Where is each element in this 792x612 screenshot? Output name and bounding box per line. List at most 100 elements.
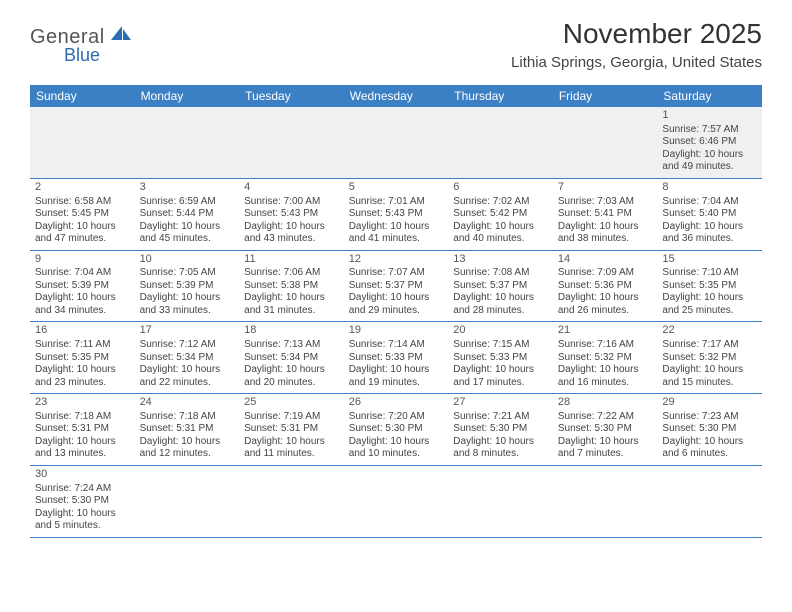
sunrise-text: Sunrise: 7:02 AM xyxy=(453,196,548,209)
day-number: 19 xyxy=(349,324,444,338)
day-cell: 7Sunrise: 7:03 AMSunset: 5:41 PMDaylight… xyxy=(553,179,658,250)
daylight-text: and 41 minutes. xyxy=(349,233,444,246)
daylight-text: and 11 minutes. xyxy=(244,448,339,461)
daylight-text: Daylight: 10 hours xyxy=(662,149,757,162)
sunset-text: Sunset: 5:33 PM xyxy=(349,352,444,365)
sunrise-text: Sunrise: 7:07 AM xyxy=(349,267,444,280)
sunrise-text: Sunrise: 7:05 AM xyxy=(140,267,235,280)
sunrise-text: Sunrise: 7:16 AM xyxy=(558,339,653,352)
calendar-body: 1Sunrise: 7:57 AMSunset: 6:46 PMDaylight… xyxy=(30,107,762,538)
weekday-header: Monday xyxy=(135,85,240,107)
daylight-text: and 45 minutes. xyxy=(140,233,235,246)
daylight-text: and 17 minutes. xyxy=(453,377,548,390)
sunrise-text: Sunrise: 7:18 AM xyxy=(35,411,130,424)
daylight-text: Daylight: 10 hours xyxy=(662,436,757,449)
day-cell: 11Sunrise: 7:06 AMSunset: 5:38 PMDayligh… xyxy=(239,251,344,322)
sunrise-text: Sunrise: 6:59 AM xyxy=(140,196,235,209)
daylight-text: Daylight: 10 hours xyxy=(453,292,548,305)
sunset-text: Sunset: 5:36 PM xyxy=(558,280,653,293)
daylight-text: Daylight: 10 hours xyxy=(662,221,757,234)
empty-cell xyxy=(553,466,658,537)
empty-cell xyxy=(135,107,240,178)
empty-cell xyxy=(239,107,344,178)
daylight-text: and 19 minutes. xyxy=(349,377,444,390)
sunrise-text: Sunrise: 7:20 AM xyxy=(349,411,444,424)
daylight-text: Daylight: 10 hours xyxy=(453,436,548,449)
sunrise-text: Sunrise: 7:24 AM xyxy=(35,483,130,496)
day-number: 15 xyxy=(662,253,757,267)
empty-cell xyxy=(344,466,449,537)
day-cell: 2Sunrise: 6:58 AMSunset: 5:45 PMDaylight… xyxy=(30,179,135,250)
day-number: 21 xyxy=(558,324,653,338)
sunrise-text: Sunrise: 7:17 AM xyxy=(662,339,757,352)
daylight-text: Daylight: 10 hours xyxy=(349,221,444,234)
sunset-text: Sunset: 5:31 PM xyxy=(35,423,130,436)
sunrise-text: Sunrise: 7:19 AM xyxy=(244,411,339,424)
sunrise-text: Sunrise: 6:58 AM xyxy=(35,196,130,209)
daylight-text: Daylight: 10 hours xyxy=(35,436,130,449)
day-cell: 4Sunrise: 7:00 AMSunset: 5:43 PMDaylight… xyxy=(239,179,344,250)
weekday-header: Friday xyxy=(553,85,658,107)
empty-cell xyxy=(553,107,658,178)
sunset-text: Sunset: 5:41 PM xyxy=(558,208,653,221)
day-number: 29 xyxy=(662,396,757,410)
day-cell: 28Sunrise: 7:22 AMSunset: 5:30 PMDayligh… xyxy=(553,394,658,465)
weekday-header: Thursday xyxy=(448,85,553,107)
empty-cell xyxy=(657,466,762,537)
day-cell: 17Sunrise: 7:12 AMSunset: 5:34 PMDayligh… xyxy=(135,322,240,393)
sunset-text: Sunset: 5:33 PM xyxy=(453,352,548,365)
day-number: 26 xyxy=(349,396,444,410)
daylight-text: and 20 minutes. xyxy=(244,377,339,390)
daylight-text: and 31 minutes. xyxy=(244,305,339,318)
daylight-text: Daylight: 10 hours xyxy=(35,508,130,521)
day-cell: 10Sunrise: 7:05 AMSunset: 5:39 PMDayligh… xyxy=(135,251,240,322)
sunset-text: Sunset: 5:42 PM xyxy=(453,208,548,221)
sunset-text: Sunset: 5:35 PM xyxy=(35,352,130,365)
day-cell: 12Sunrise: 7:07 AMSunset: 5:37 PMDayligh… xyxy=(344,251,449,322)
day-number: 28 xyxy=(558,396,653,410)
sunset-text: Sunset: 5:37 PM xyxy=(349,280,444,293)
sunset-text: Sunset: 5:30 PM xyxy=(558,423,653,436)
day-number: 6 xyxy=(453,181,548,195)
empty-cell xyxy=(239,466,344,537)
day-cell: 18Sunrise: 7:13 AMSunset: 5:34 PMDayligh… xyxy=(239,322,344,393)
sunset-text: Sunset: 5:31 PM xyxy=(244,423,339,436)
daylight-text: Daylight: 10 hours xyxy=(349,364,444,377)
daylight-text: Daylight: 10 hours xyxy=(244,436,339,449)
daylight-text: and 7 minutes. xyxy=(558,448,653,461)
empty-cell xyxy=(448,107,553,178)
sail-icon xyxy=(111,26,133,47)
day-number: 3 xyxy=(140,181,235,195)
sunrise-text: Sunrise: 7:18 AM xyxy=(140,411,235,424)
day-number: 12 xyxy=(349,253,444,267)
daylight-text: Daylight: 10 hours xyxy=(662,364,757,377)
month-title: November 2025 xyxy=(30,18,762,50)
sunset-text: Sunset: 5:30 PM xyxy=(35,495,130,508)
week-row: 30Sunrise: 7:24 AMSunset: 5:30 PMDayligh… xyxy=(30,466,762,538)
day-cell: 20Sunrise: 7:15 AMSunset: 5:33 PMDayligh… xyxy=(448,322,553,393)
daylight-text: Daylight: 10 hours xyxy=(140,436,235,449)
sunrise-text: Sunrise: 7:13 AM xyxy=(244,339,339,352)
weekday-header: Tuesday xyxy=(239,85,344,107)
empty-cell xyxy=(30,107,135,178)
sunset-text: Sunset: 5:40 PM xyxy=(662,208,757,221)
day-cell: 15Sunrise: 7:10 AMSunset: 5:35 PMDayligh… xyxy=(657,251,762,322)
daylight-text: and 13 minutes. xyxy=(35,448,130,461)
daylight-text: and 26 minutes. xyxy=(558,305,653,318)
day-cell: 14Sunrise: 7:09 AMSunset: 5:36 PMDayligh… xyxy=(553,251,658,322)
daylight-text: and 49 minutes. xyxy=(662,161,757,174)
day-cell: 1Sunrise: 7:57 AMSunset: 6:46 PMDaylight… xyxy=(657,107,762,178)
day-number: 23 xyxy=(35,396,130,410)
day-cell: 19Sunrise: 7:14 AMSunset: 5:33 PMDayligh… xyxy=(344,322,449,393)
day-number: 22 xyxy=(662,324,757,338)
daylight-text: Daylight: 10 hours xyxy=(35,221,130,234)
daylight-text: Daylight: 10 hours xyxy=(349,436,444,449)
day-number: 14 xyxy=(558,253,653,267)
daylight-text: Daylight: 10 hours xyxy=(662,292,757,305)
sunrise-text: Sunrise: 7:21 AM xyxy=(453,411,548,424)
sunset-text: Sunset: 5:30 PM xyxy=(662,423,757,436)
sunset-text: Sunset: 5:31 PM xyxy=(140,423,235,436)
daylight-text: Daylight: 10 hours xyxy=(558,221,653,234)
daylight-text: and 40 minutes. xyxy=(453,233,548,246)
day-number: 8 xyxy=(662,181,757,195)
